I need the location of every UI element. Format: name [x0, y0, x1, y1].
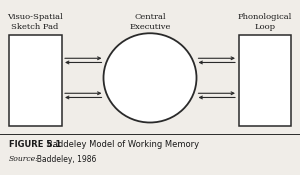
- Text: Phonological
Loop: Phonological Loop: [238, 13, 292, 31]
- Text: Visuo-Spatial
Sketch Pad: Visuo-Spatial Sketch Pad: [7, 13, 63, 31]
- Text: FIGURE 5.1: FIGURE 5.1: [9, 140, 61, 149]
- Text: Central
Executive: Central Executive: [129, 13, 171, 31]
- Bar: [238, 35, 291, 126]
- Ellipse shape: [103, 33, 196, 122]
- Text: Source:: Source:: [9, 155, 39, 163]
- Text: Baddeley Model of Working Memory: Baddeley Model of Working Memory: [39, 140, 199, 149]
- Bar: [9, 35, 62, 126]
- Text: Baddeley, 1986: Baddeley, 1986: [32, 155, 96, 164]
